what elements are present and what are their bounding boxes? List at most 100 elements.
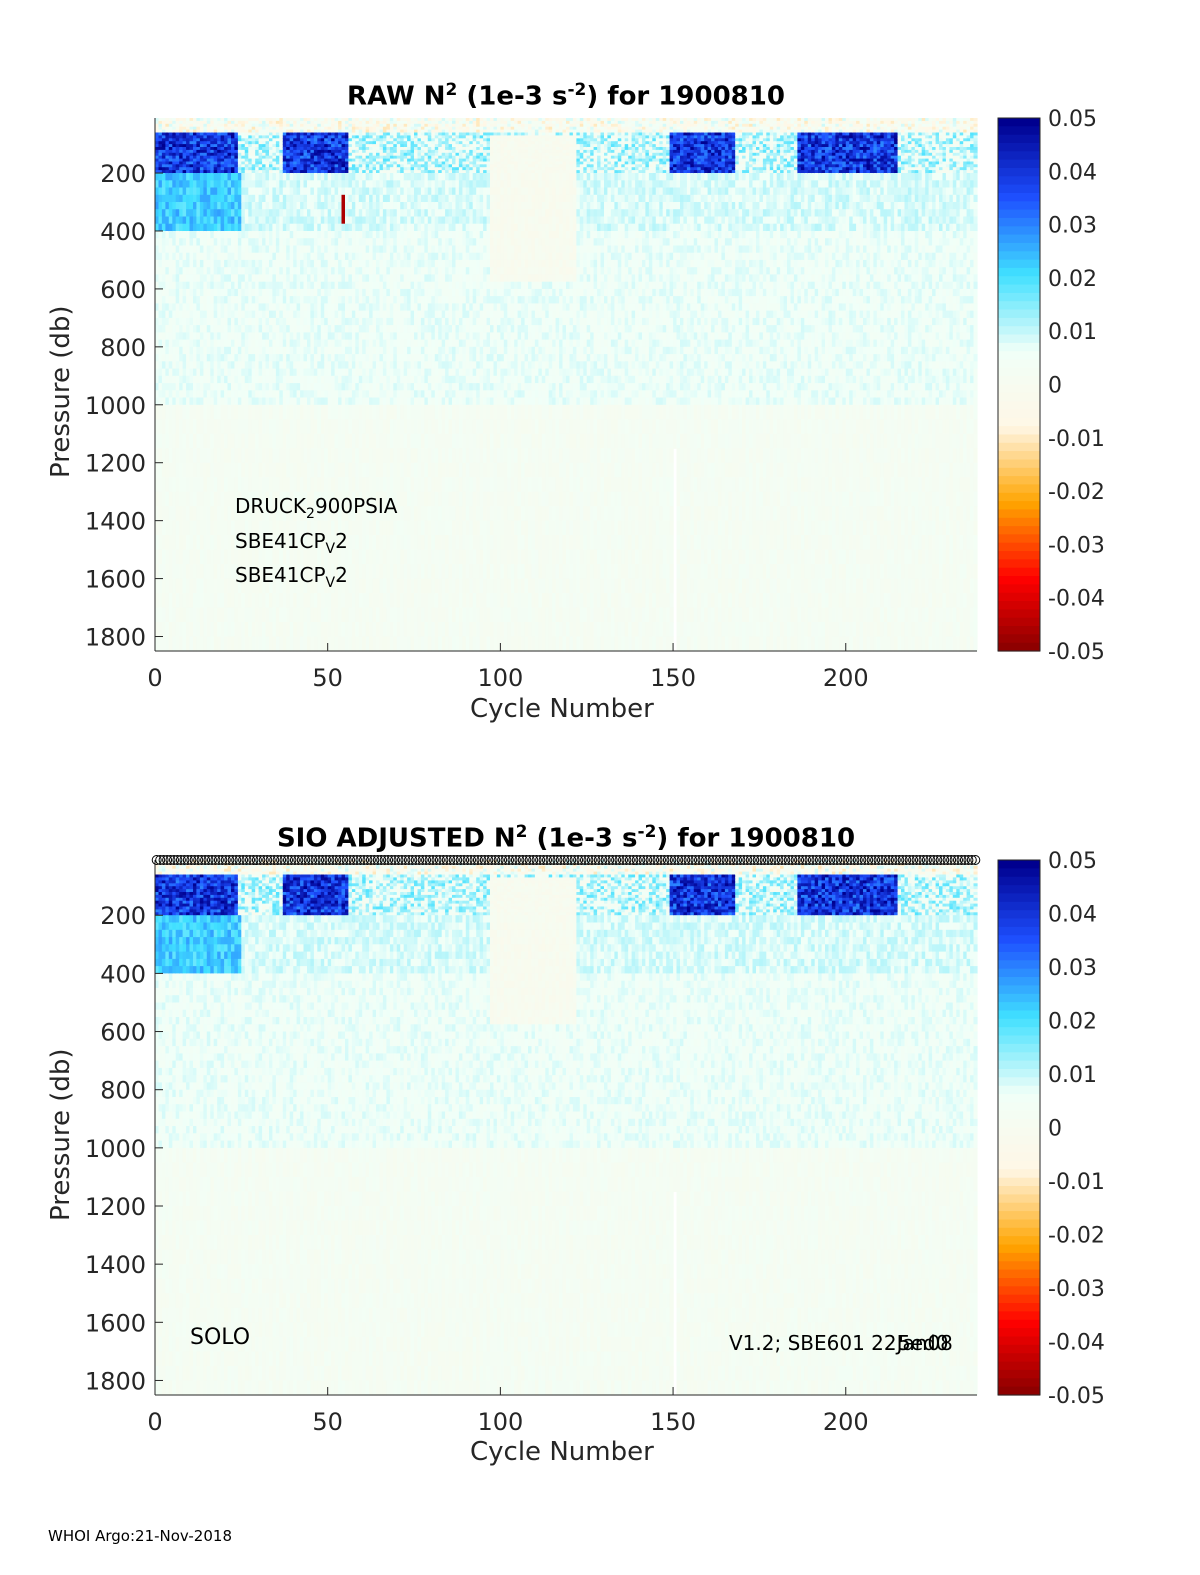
- heatmap-cell: [255, 593, 260, 609]
- heatmap-cell: [307, 120, 312, 125]
- heatmap-cell: [262, 187, 267, 196]
- heatmap-cell: [241, 448, 246, 464]
- heatmap-cell: [338, 346, 343, 355]
- heatmap-cell: [345, 187, 350, 196]
- heatmap-cell: [275, 288, 280, 297]
- heatmap-cell: [396, 622, 401, 638]
- heatmap-cell: [334, 448, 339, 464]
- heatmap-cell: [231, 223, 236, 232]
- heatmap-cell: [158, 209, 163, 217]
- heatmap-cell: [248, 354, 253, 362]
- heatmap-cell: [224, 462, 229, 478]
- heatmap-cell: [355, 164, 360, 168]
- heatmap-cell: [334, 296, 339, 304]
- heatmap-cell: [300, 158, 305, 163]
- heatmap-cell: [300, 209, 305, 217]
- heatmap-cell: [345, 375, 350, 384]
- heatmap-cell: [206, 135, 211, 139]
- heatmap-cell: [206, 491, 211, 507]
- heatmap-cell: [172, 636, 177, 652]
- heatmap-cell: [320, 397, 325, 406]
- heatmap-cell: [389, 152, 394, 157]
- heatmap-cell: [165, 296, 170, 304]
- heatmap-cell: [372, 354, 377, 362]
- heatmap-cell: [161, 506, 166, 522]
- heatmap-cell: [296, 152, 301, 157]
- heatmap-cell: [182, 180, 187, 189]
- heatmap-cell: [358, 194, 363, 203]
- heatmap-cell: [265, 281, 270, 290]
- heatmap-cell: [400, 267, 405, 275]
- heatmap-cell: [317, 462, 322, 478]
- heatmap-cell: [262, 607, 267, 623]
- heatmap-cell: [320, 607, 325, 623]
- heatmap-cell: [168, 549, 173, 565]
- heatmap-cell: [293, 173, 298, 181]
- heatmap-cell: [313, 433, 318, 449]
- heatmap-cell: [231, 549, 236, 565]
- heatmap-cell: [158, 346, 163, 355]
- heatmap-cell: [341, 123, 346, 128]
- heatmap-cell: [400, 325, 405, 333]
- heatmap-cell: [203, 303, 208, 312]
- heatmap-cell: [303, 173, 308, 181]
- heatmap-cell: [251, 161, 256, 165]
- heatmap-cell: [262, 339, 267, 348]
- heatmap-cell: [289, 325, 294, 333]
- heatmap-cell: [262, 288, 267, 297]
- heatmap-cell: [217, 149, 222, 154]
- heatmap-cell: [303, 161, 308, 165]
- heatmap-cell: [358, 346, 363, 355]
- heatmap-cell: [179, 209, 184, 217]
- heatmap-cell: [351, 622, 356, 638]
- heatmap-cell: [389, 361, 394, 370]
- heatmap-cell: [355, 245, 360, 254]
- heatmap-cell: [217, 549, 222, 565]
- heatmap-cell: [393, 149, 398, 154]
- heatmap-cell: [358, 390, 363, 399]
- heatmap-cell: [348, 164, 353, 168]
- heatmap-cell: [403, 368, 408, 377]
- heatmap-cell: [317, 164, 322, 168]
- heatmap-cell: [272, 578, 277, 594]
- heatmap-cell: [369, 209, 374, 217]
- heatmap-cell: [182, 520, 187, 536]
- heatmap-cell: [286, 288, 291, 297]
- heatmap-cell: [341, 317, 346, 326]
- heatmap-cell: [376, 120, 381, 125]
- heatmap-cell: [334, 152, 339, 157]
- heatmap-cell: [400, 491, 405, 507]
- heatmap-cell: [161, 120, 166, 125]
- heatmap-cell: [220, 281, 225, 290]
- heatmap-cell: [217, 238, 222, 246]
- heatmap-cell: [241, 238, 246, 246]
- heatmap-cell: [231, 231, 236, 239]
- heatmap-cell: [369, 303, 374, 312]
- heatmap-cell: [327, 120, 332, 125]
- heatmap-cell: [279, 296, 284, 304]
- heatmap-cell: [396, 173, 401, 181]
- heatmap-cell: [269, 202, 274, 210]
- heatmap-cell: [307, 477, 312, 493]
- heatmap-cell: [310, 332, 315, 341]
- heatmap-cell: [179, 607, 184, 623]
- heatmap-cell: [258, 375, 263, 384]
- heatmap-cell: [310, 419, 315, 435]
- heatmap-cell: [199, 317, 204, 326]
- heatmap-cell: [379, 433, 384, 449]
- heatmap-cell: [231, 164, 236, 168]
- heatmap-cell: [345, 164, 350, 168]
- heatmap-cell: [279, 593, 284, 609]
- heatmap-cell: [224, 310, 229, 319]
- heatmap-cell: [303, 390, 308, 399]
- heatmap-cell: [376, 126, 381, 131]
- heatmap-cell: [179, 138, 184, 142]
- heatmap-cell: [224, 317, 229, 326]
- heatmap-cell: [186, 194, 191, 203]
- heatmap-cell: [244, 158, 249, 163]
- heatmap-cell: [210, 231, 215, 239]
- heatmap-cell: [376, 310, 381, 319]
- heatmap-cell: [372, 368, 377, 377]
- heatmap-cell: [213, 593, 218, 609]
- heatmap-cell: [289, 167, 294, 171]
